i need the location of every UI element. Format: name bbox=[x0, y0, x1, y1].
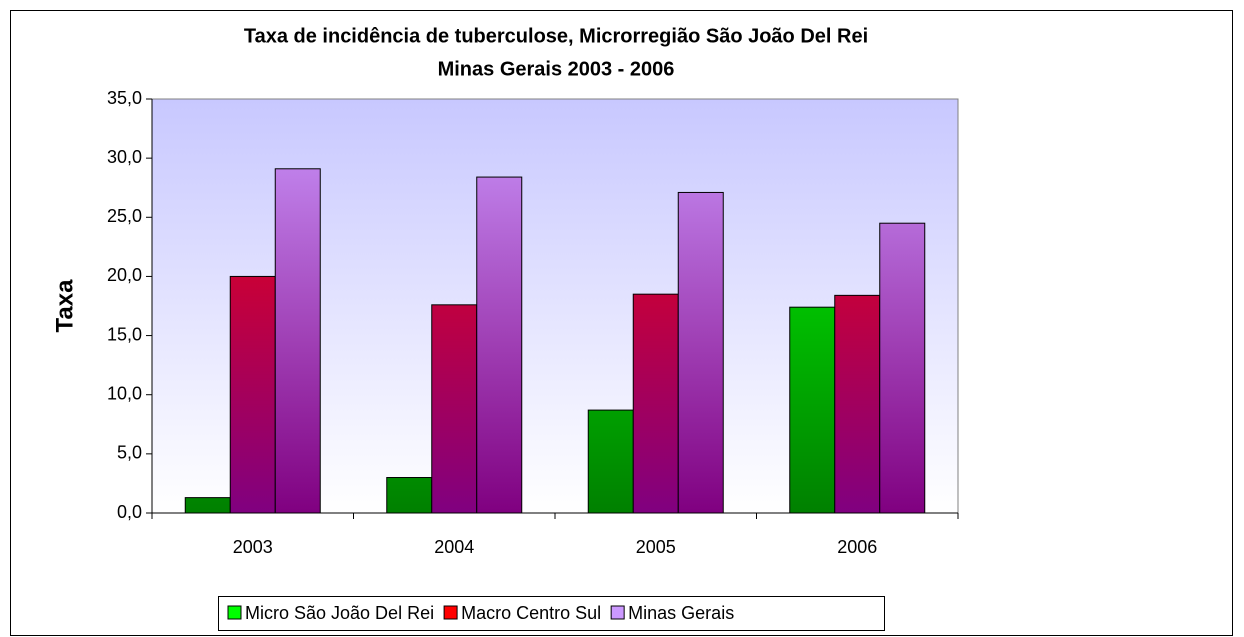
legend-label: Micro São João Del Rei bbox=[245, 603, 434, 623]
bar bbox=[386, 477, 433, 514]
y-tick-label: 10,0 bbox=[107, 383, 142, 403]
x-tick-label: 2006 bbox=[837, 537, 877, 557]
x-tick-label: 2005 bbox=[636, 537, 676, 557]
y-axis-label: Taxa bbox=[51, 279, 78, 333]
bar bbox=[677, 191, 724, 514]
bar bbox=[184, 497, 231, 514]
y-tick-label: 30,0 bbox=[107, 147, 142, 167]
legend-swatch bbox=[227, 605, 242, 620]
x-tick-label: 2003 bbox=[233, 537, 273, 557]
y-tick-label: 25,0 bbox=[107, 206, 142, 226]
bar bbox=[431, 304, 478, 514]
bar bbox=[476, 176, 523, 514]
y-tick-label: 15,0 bbox=[107, 324, 142, 344]
chart-title: Taxa de incidência de tuberculose, Micro… bbox=[244, 25, 868, 47]
bar bbox=[632, 293, 679, 514]
y-tick-label: 0,0 bbox=[117, 502, 142, 522]
y-tick-label: 35,0 bbox=[107, 88, 142, 108]
legend-swatch bbox=[610, 605, 625, 620]
y-tick-label: 20,0 bbox=[107, 265, 142, 285]
bar bbox=[789, 306, 836, 514]
bar bbox=[229, 275, 276, 514]
legend bbox=[218, 596, 885, 631]
x-tick-label: 2004 bbox=[434, 537, 474, 557]
bar bbox=[879, 222, 926, 514]
bar bbox=[274, 168, 321, 514]
bar bbox=[834, 294, 881, 514]
chart-subtitle: Minas Gerais 2003 - 2006 bbox=[438, 58, 675, 80]
bar bbox=[587, 409, 634, 514]
legend-swatch bbox=[443, 605, 458, 620]
legend-label: Macro Centro Sul bbox=[461, 603, 601, 623]
legend-label: Minas Gerais bbox=[628, 603, 734, 623]
y-tick-label: 5,0 bbox=[117, 443, 142, 463]
